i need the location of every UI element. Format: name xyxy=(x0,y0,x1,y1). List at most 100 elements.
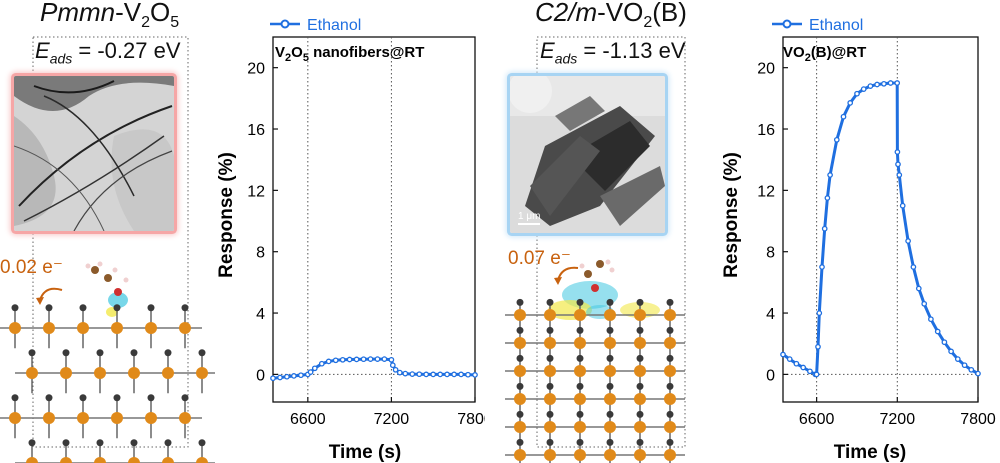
chart2-point-24 xyxy=(895,161,901,168)
right-o-atom xyxy=(516,438,524,446)
chart1-point-25 xyxy=(423,371,430,378)
chart1-point-10 xyxy=(332,357,339,364)
right-o-atom xyxy=(636,438,644,446)
left-o-atom xyxy=(62,439,70,447)
left-o-atom xyxy=(113,304,121,312)
right-v-atom xyxy=(634,393,646,405)
chart2-point-38 xyxy=(975,370,981,377)
chart1-ytick-label-3: 12 xyxy=(247,183,265,200)
chart2-point-34 xyxy=(948,348,954,355)
left-v-atom xyxy=(77,322,89,334)
chart1-point-21 xyxy=(396,369,403,376)
chart2-point-4 xyxy=(807,368,813,375)
chart2-ytick-label-4: 16 xyxy=(757,122,775,139)
left-title-sub2: 5 xyxy=(170,14,180,32)
right-o-atom xyxy=(546,326,554,334)
chart2-series-line-0 xyxy=(782,81,979,376)
chart1: Ethanol V2O5 nanofibers@RT Response (%) … xyxy=(216,17,485,463)
chart2-point-18 xyxy=(867,83,874,89)
right-title-sub1: 2 xyxy=(643,14,653,32)
left-v-atom xyxy=(162,457,174,463)
chart1-ytick-label-2: 8 xyxy=(256,245,265,262)
left-tem-image xyxy=(14,76,174,231)
right-v-atom xyxy=(574,337,586,349)
chart2-point-0 xyxy=(780,351,786,358)
chart1-point-22 xyxy=(402,370,409,377)
left-o-atom xyxy=(130,349,138,357)
chart2-ytick-label-1: 4 xyxy=(766,306,775,323)
right-v-atom xyxy=(574,449,586,461)
chart2-ytick-label-5: 20 xyxy=(757,61,775,78)
chart2-point-8 xyxy=(816,310,823,316)
left-v-atom xyxy=(94,457,106,463)
chart2-title-sub: 2 xyxy=(805,52,811,64)
left-title-suffix: -V xyxy=(115,0,142,27)
right-v-atom xyxy=(604,365,616,377)
right-v-atom xyxy=(664,393,676,405)
chart2-point-29 xyxy=(915,285,922,292)
left-v-atom xyxy=(196,367,208,379)
chart1-point-8 xyxy=(318,360,325,367)
right-v-atom xyxy=(604,337,616,349)
chart2-title-rest: (B)@RT xyxy=(811,44,866,61)
right-o-atom xyxy=(576,382,584,390)
right-v-atom xyxy=(544,449,556,461)
chart2-point-37 xyxy=(968,366,975,373)
right-o-atom xyxy=(666,382,674,390)
right-eads-value: = -1.13 eV xyxy=(577,38,686,63)
left-title-sub1: 2 xyxy=(141,14,151,32)
left-v-atom xyxy=(145,322,157,334)
left-tem-drawing xyxy=(14,76,174,231)
right-o-atom xyxy=(666,298,674,306)
right-v-atom xyxy=(634,449,646,461)
chart1-legend-marker xyxy=(280,19,290,29)
left-o-atom xyxy=(181,304,189,312)
scale-bar-label: 1 μm xyxy=(518,211,540,222)
right-o-atom xyxy=(636,354,644,362)
chart2: Ethanol VO2(B)@RT Response (%) Time (s) … xyxy=(721,17,996,463)
chart1-point-23 xyxy=(409,371,416,377)
left-o-atom xyxy=(198,439,206,447)
right-tem-drawing: 1 μm xyxy=(510,76,665,233)
chart1-title-sub2: 5 xyxy=(303,52,309,64)
right-crystal-structure xyxy=(505,259,685,463)
right-eads-label: Eads = -1.13 eV xyxy=(540,38,686,66)
left-v-atom xyxy=(128,457,140,463)
chart2-point-19 xyxy=(874,81,880,88)
chart2-point-14 xyxy=(840,113,847,120)
chart1-ytick-label-5: 20 xyxy=(247,61,265,78)
chart1-point-30 xyxy=(458,371,464,378)
right-v-atom xyxy=(544,393,556,405)
right-v-atom xyxy=(604,309,616,321)
right-o-atom xyxy=(636,382,644,390)
chart1-point-11 xyxy=(339,356,346,363)
right-o-atom xyxy=(516,326,524,334)
chart2-point-28 xyxy=(910,264,917,270)
chart2-point-20 xyxy=(881,80,887,87)
right-v-atom xyxy=(544,421,556,433)
chart2-ytick-label-2: 8 xyxy=(766,245,775,262)
chart2-point-10 xyxy=(821,225,828,232)
chart1-xtick-label-2: 7800 xyxy=(457,411,485,428)
right-o-atom xyxy=(666,354,674,362)
chart1-point-24 xyxy=(416,371,423,378)
chart1-point-29 xyxy=(451,371,457,378)
right-material-title: C2/m-VO2(B) xyxy=(535,0,687,32)
left-o-atom xyxy=(62,349,70,357)
right-v-atom xyxy=(664,449,676,461)
chart1-legend-label: Ethanol xyxy=(307,17,361,34)
left-v-atom xyxy=(60,367,72,379)
chart2-title: VO2(B)@RT xyxy=(783,44,866,64)
chart2-point-1 xyxy=(786,356,793,362)
chart1-point-15 xyxy=(367,356,374,362)
chart2-point-31 xyxy=(928,316,934,323)
chart2-ytick-label-3: 12 xyxy=(757,183,775,200)
chart1-ytick-label-1: 4 xyxy=(256,306,265,323)
right-v-atom xyxy=(604,449,616,461)
chart1-point-13 xyxy=(353,356,360,363)
left-v-atom xyxy=(179,412,191,424)
chart2-xlabel: Time (s) xyxy=(834,442,907,463)
right-o-atom xyxy=(546,382,554,390)
right-v-atom xyxy=(604,393,616,405)
left-o-atom xyxy=(147,394,155,402)
